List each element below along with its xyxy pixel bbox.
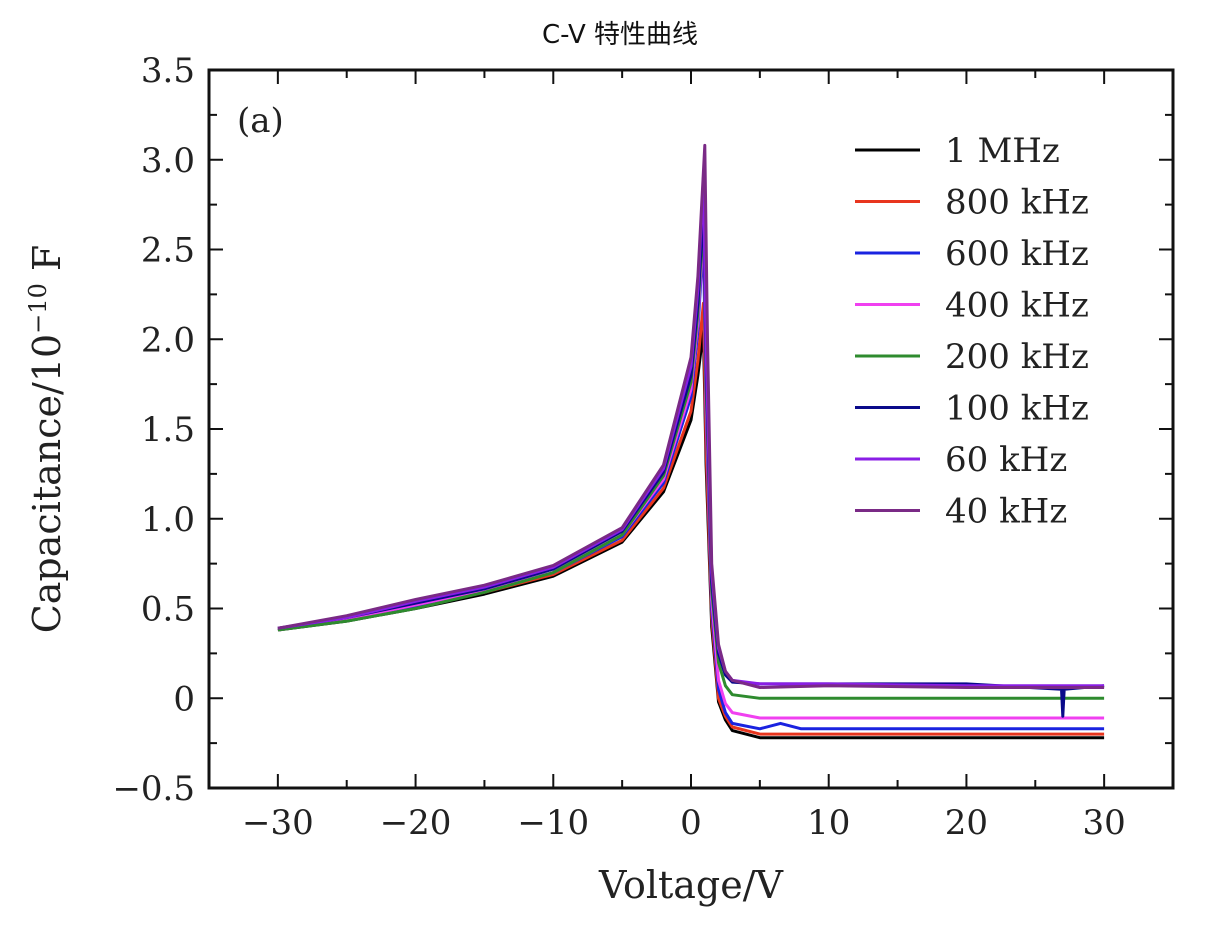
panel-label: (a) xyxy=(237,101,284,141)
legend-label: 100 kHz xyxy=(945,389,1089,429)
legend-label: 40 kHz xyxy=(945,492,1067,532)
x-tick-label: 0 xyxy=(680,803,702,843)
x-tick-label: −10 xyxy=(517,803,589,843)
legend-label: 600 kHz xyxy=(945,234,1089,274)
legend-label: 1 MHz xyxy=(945,131,1060,171)
x-tick-label: 10 xyxy=(807,803,850,843)
series-layer xyxy=(277,143,1105,740)
y-tick-label: 0 xyxy=(173,679,195,719)
y-tick-label: 2.5 xyxy=(141,231,195,271)
y-tick-label: 1.0 xyxy=(141,500,195,540)
y-axis-title-unit: F xyxy=(25,245,69,283)
x-axis-title: Voltage/V xyxy=(598,863,784,907)
y-tick-label: 3.0 xyxy=(141,141,195,181)
y-axis-title: Capacitance/10−10 F xyxy=(24,245,69,634)
y-tick-label: 2.0 xyxy=(141,320,195,360)
y-tick-label: 1.5 xyxy=(141,410,195,450)
legend-label: 400 kHz xyxy=(945,286,1089,326)
x-tick-label: 30 xyxy=(1083,803,1126,843)
y-tick-label: −0.5 xyxy=(112,769,195,809)
y-axis-title-exponent: −10 xyxy=(24,283,52,334)
y-axis-title-main: Capacitance/10 xyxy=(25,334,69,633)
legend-label: 800 kHz xyxy=(945,183,1089,223)
x-tick-label: 20 xyxy=(945,803,988,843)
plot-frame xyxy=(207,68,1175,790)
y-tick-label: 3.5 xyxy=(141,51,195,91)
x-tick-label: −20 xyxy=(380,803,452,843)
legend-label: 200 kHz xyxy=(945,337,1089,377)
series-line-7 xyxy=(277,143,1105,689)
page-title: C-V 特性曲线 xyxy=(541,20,699,50)
legend-label: 60 kHz xyxy=(945,440,1067,480)
y-tick-label: 0.5 xyxy=(141,590,195,630)
ticks-layer: −30 −20 −10 0 10 20 30 −0.5 0 0.5 1.0 1.5 2.0 2.5 3.0 3… xyxy=(112,51,1174,843)
legend: 1 MHz 800 kHz 600 kHz 400 kHz 200 kHz 100 kHz… xyxy=(855,131,1089,532)
x-tick-label: −30 xyxy=(242,803,314,843)
